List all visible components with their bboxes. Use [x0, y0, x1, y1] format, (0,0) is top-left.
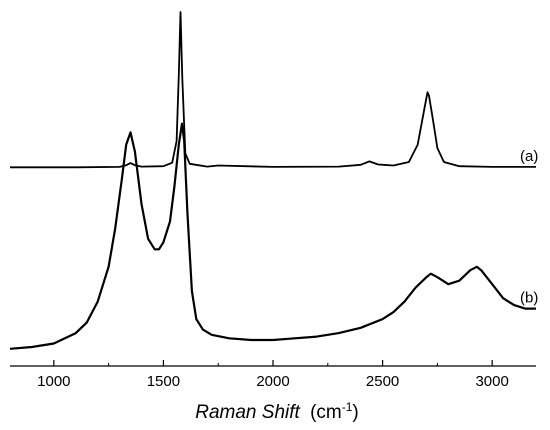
series-labels: (a) (b)	[520, 148, 538, 307]
x-axis-title-unit-sup: -1	[342, 400, 353, 414]
x-axis-title: Raman Shift (cm-1)	[195, 400, 358, 423]
series-layer	[9, 11, 536, 350]
series-line-b	[9, 122, 536, 350]
series-label-b: (b)	[520, 290, 538, 307]
x-tick-label-2500: 2500	[366, 373, 399, 390]
x-axis-title-unit-end: )	[352, 402, 358, 423]
x-axis-title-main: Raman Shift	[195, 402, 300, 423]
x-tick-label-3000: 3000	[475, 373, 508, 390]
x-tick-label-1000: 1000	[37, 373, 70, 390]
x-tick-label-2000: 2000	[256, 373, 289, 390]
series-label-a: (a)	[520, 148, 538, 165]
series-line-a	[10, 11, 536, 169]
x-ticks: 1000 1500 2000 2500 3000	[37, 360, 509, 390]
x-tick-label-1500: 1500	[147, 373, 180, 390]
x-axis-title-unit: (cm	[310, 402, 342, 423]
